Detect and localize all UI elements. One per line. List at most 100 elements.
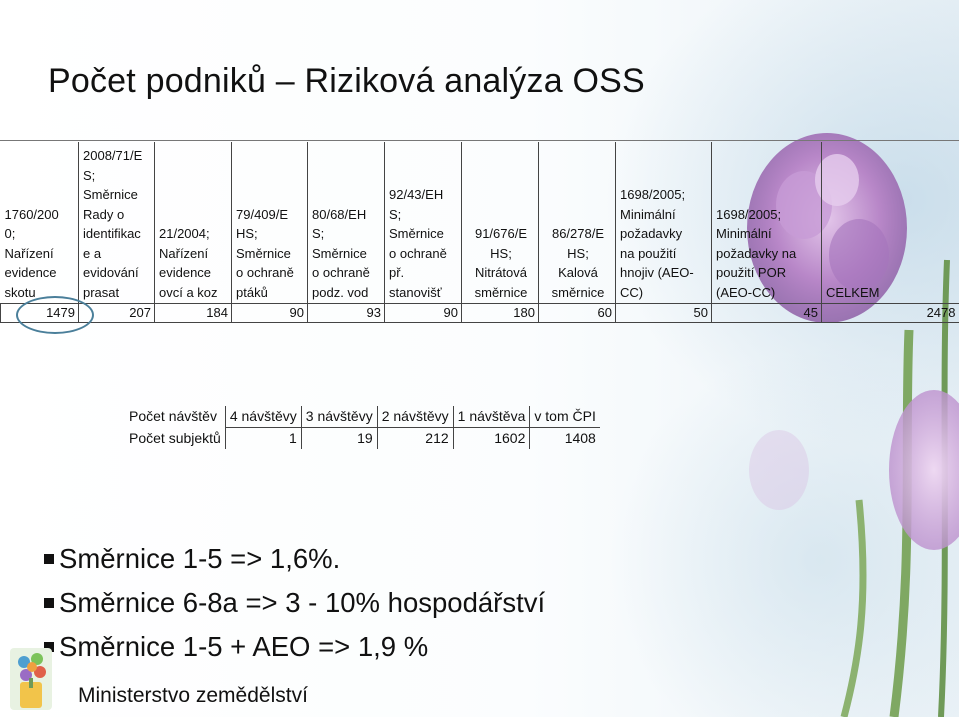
header-line: S; [83, 167, 96, 183]
header-line: př. [389, 265, 405, 280]
bullet-text: Směrnice 1-5 => 1,6%. [59, 543, 341, 574]
header-cell-total: CELKEM [821, 142, 959, 304]
visits-column-header: 1 návštěva [453, 406, 531, 428]
header-cell-10: 1698/2005; Minimální požadavky na použití P… [711, 142, 822, 304]
header-line: o ochraně [389, 245, 447, 261]
ministry-logo-icon [10, 648, 52, 710]
header-line: evidování [83, 265, 139, 280]
header-cell-6: 92/43/EH S; Směrnice o ochraně př. stanovišť [384, 142, 462, 304]
header-line: podz. vod [312, 284, 369, 300]
visits-column-header: v tom ČPI [534, 408, 596, 424]
header-line: HS; [236, 226, 258, 241]
chive-flower-decoration [747, 133, 959, 717]
header-cell-8: 86/278/E HS; Kalová směrnice [538, 142, 616, 304]
visits-column-header: 4 návštěvy [225, 406, 302, 428]
header-line: (AEO-CC) [716, 284, 776, 300]
header-line: Kalová [558, 265, 598, 280]
header-cell-5: 80/68/EH S; Směrnice o ochraně podz. vod [307, 142, 385, 304]
bullet-text: Směrnice 6-8a => 3 - 10% hospodářství [59, 587, 546, 618]
visits-column-header: 2 návštěvy [377, 406, 454, 428]
header-line: směrnice [474, 284, 528, 300]
header-cell-1: 1760/200 0; Nařízení evidence skotu [1, 142, 79, 304]
header-line: směrnice [551, 284, 605, 300]
header-line: identifikac [83, 226, 141, 241]
header-line: e a [83, 245, 102, 261]
header-line: na použití [620, 245, 677, 261]
value-cell: 180 [461, 303, 539, 323]
header-line: 79/409/E [236, 206, 289, 222]
table-row: Počet subjektů 1 19 212 1602 1408 [125, 427, 600, 449]
visits-header-row: Počet návštěv 4 návštěvy 3 návštěvy 2 ná… [125, 406, 600, 428]
header-line: 1760/200 [4, 206, 59, 222]
header-line: Rady o [83, 206, 125, 222]
bullet-list: Směrnice 1-5 => 1,6%. Směrnice 6-8a => 3… [44, 537, 545, 669]
square-bullet-icon [44, 554, 54, 564]
value-cell: 90 [384, 303, 462, 323]
header-line: HS; [490, 245, 512, 261]
header-cell-9: 1698/2005; Minimální požadavky na použití hn… [615, 142, 712, 304]
header-cell-7: 91/676/E HS; Nitrátová směrnice [461, 142, 539, 304]
value-cell: 207 [78, 303, 155, 323]
header-line: Nitrátová [474, 265, 528, 280]
list-item: Směrnice 6-8a => 3 - 10% hospodářství [44, 581, 545, 625]
value-cell-total: 2478 [821, 303, 959, 323]
visits-value-cell: 19 [301, 427, 378, 449]
header-line: 21/2004; [159, 226, 210, 241]
bullet-text: Směrnice 1-5 + AEO => 1,9 % [59, 631, 429, 662]
header-line: 1698/2005; [716, 206, 782, 222]
header-line: 0; [4, 226, 16, 241]
header-line: CC) [620, 284, 644, 300]
header-line: hnojiv (AEO- [620, 265, 694, 280]
header-line: S; [312, 226, 325, 241]
header-line: CELKEM [826, 284, 880, 300]
header-line: 91/676/E [474, 226, 528, 241]
value-cell: 45 [711, 303, 822, 323]
header-line: Směrnice [312, 245, 367, 261]
header-cell-4: 79/409/E HS; Směrnice o ochraně ptáků [231, 142, 308, 304]
header-line: 86/278/E [551, 226, 605, 241]
header-line: prasat [83, 284, 120, 300]
visits-column-header: 3 návštěvy [301, 406, 378, 428]
highlight-ring [16, 296, 94, 334]
list-item: Směrnice 1-5 + AEO => 1,9 % [44, 625, 545, 669]
visits-row-label: Počet subjektů [125, 427, 226, 449]
header-line: Směrnice [83, 187, 138, 202]
header-line: evidence [159, 265, 212, 280]
value-cell: 60 [538, 303, 616, 323]
page-title: Počet podniků – Riziková analýza OSS [48, 62, 645, 100]
regulations-table: 1760/200 0; Nařízení evidence skotu 2008/71/… [0, 142, 959, 323]
header-line: Minimální [716, 226, 772, 241]
header-line: HS; [567, 245, 589, 261]
value-cell: 50 [615, 303, 712, 323]
header-line: o ochraně [312, 265, 370, 280]
header-line: Nařízení [4, 245, 54, 261]
visits-table: Počet návštěv 4 návštěvy 3 návštěvy 2 ná… [125, 406, 600, 449]
visits-corner-label: Počet návštěv [125, 406, 226, 428]
value-cell: 184 [154, 303, 232, 323]
header-line: 2008/71/E [83, 148, 143, 163]
header-line: Směrnice [236, 245, 291, 261]
header-line: 1698/2005; [620, 187, 686, 202]
header-line: požadavky [620, 226, 683, 241]
header-line: 80/68/EH [312, 206, 367, 222]
visits-value-cell: 1408 [529, 427, 600, 449]
header-line: Minimální [620, 206, 676, 222]
header-line: ovcí a koz [159, 284, 218, 300]
header-cell-2: 2008/71/E S; Směrnice Rady o identifikac e a e… [78, 142, 155, 304]
table-header-row: 1760/200 0; Nařízení evidence skotu 2008/71/… [1, 142, 959, 304]
list-item: Směrnice 1-5 => 1,6%. [44, 537, 545, 581]
table-row: 1479 207 184 90 93 90 180 60 50 45 2478 [0, 303, 959, 323]
value-cell: 93 [307, 303, 385, 323]
header-line: Směrnice [389, 226, 444, 241]
footer-ministry-name: Ministerstvo zemědělství [78, 684, 308, 707]
header-line: evidence [4, 265, 57, 280]
header-line: požadavky na [716, 245, 797, 261]
visits-value-cell: 212 [377, 427, 454, 449]
square-bullet-icon [44, 598, 54, 608]
header-line: stanovišť [389, 284, 442, 300]
header-line: použití POR [716, 265, 787, 280]
header-line: ptáků [236, 284, 268, 300]
value-cell: 90 [231, 303, 308, 323]
header-line: o ochraně [236, 265, 294, 280]
header-line: skotu [4, 284, 36, 300]
